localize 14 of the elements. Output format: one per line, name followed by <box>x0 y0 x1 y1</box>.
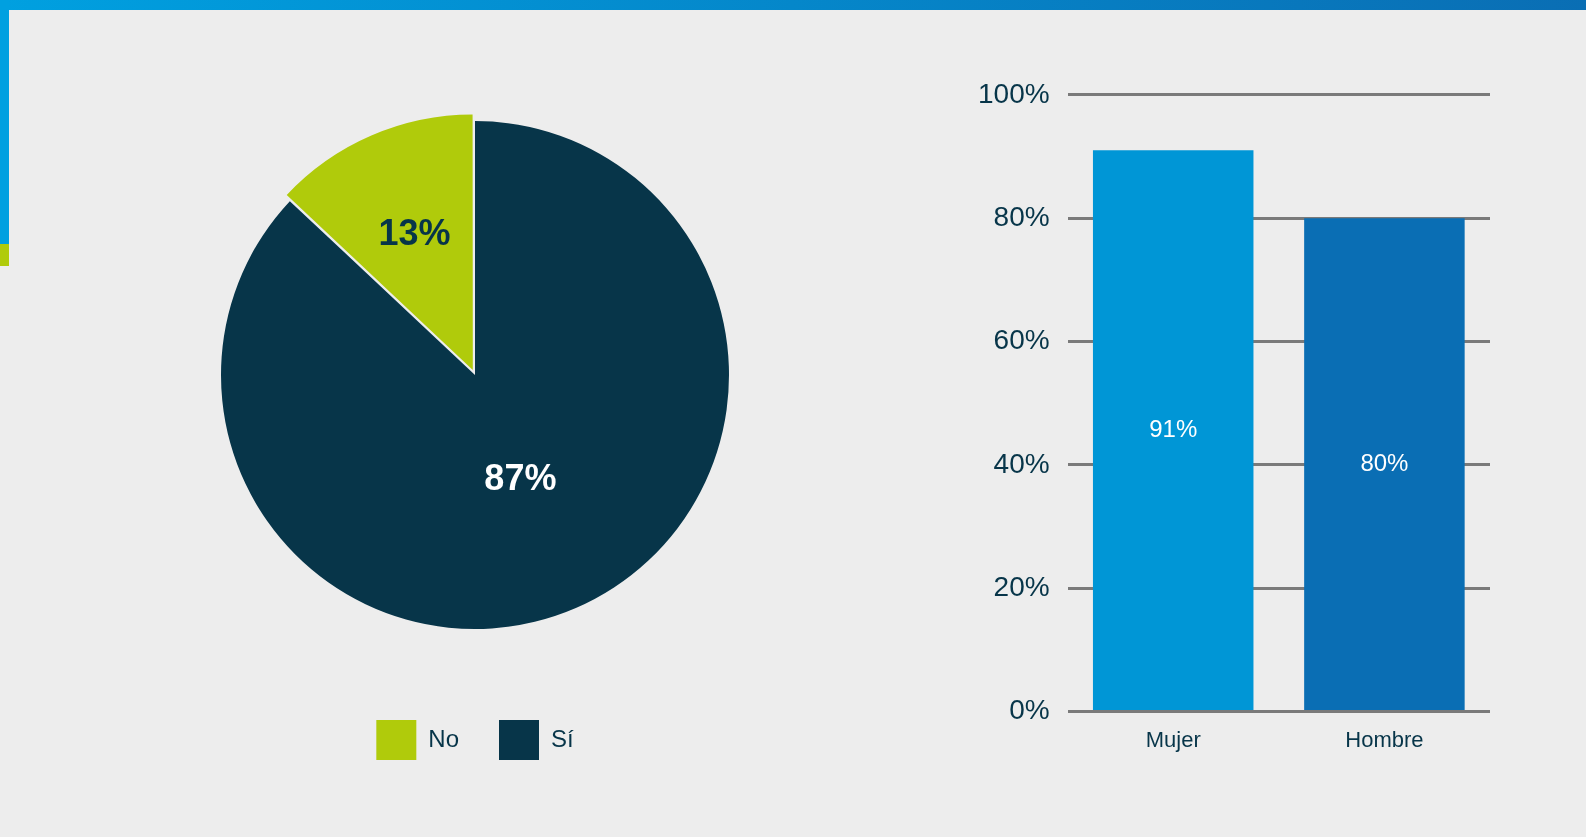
y-tick-label: 100% <box>977 77 1050 109</box>
y-tick-label: 60% <box>993 324 1050 356</box>
y-tick-label: 20% <box>993 570 1050 602</box>
y-tick-label: 0% <box>1009 694 1050 726</box>
data-label: 80% <box>1360 448 1409 476</box>
data-label: 87% <box>484 456 557 498</box>
legend-label: Sí <box>551 724 575 752</box>
data-label: 13% <box>378 212 451 254</box>
x-tick-label: Hombre <box>1345 726 1424 752</box>
y-tick-label: 80% <box>993 200 1050 232</box>
x-tick-label: Mujer <box>1145 726 1201 752</box>
legend-label: No <box>428 724 460 752</box>
y-tick-label: 40% <box>993 447 1050 479</box>
data-label: 91% <box>1149 414 1198 442</box>
